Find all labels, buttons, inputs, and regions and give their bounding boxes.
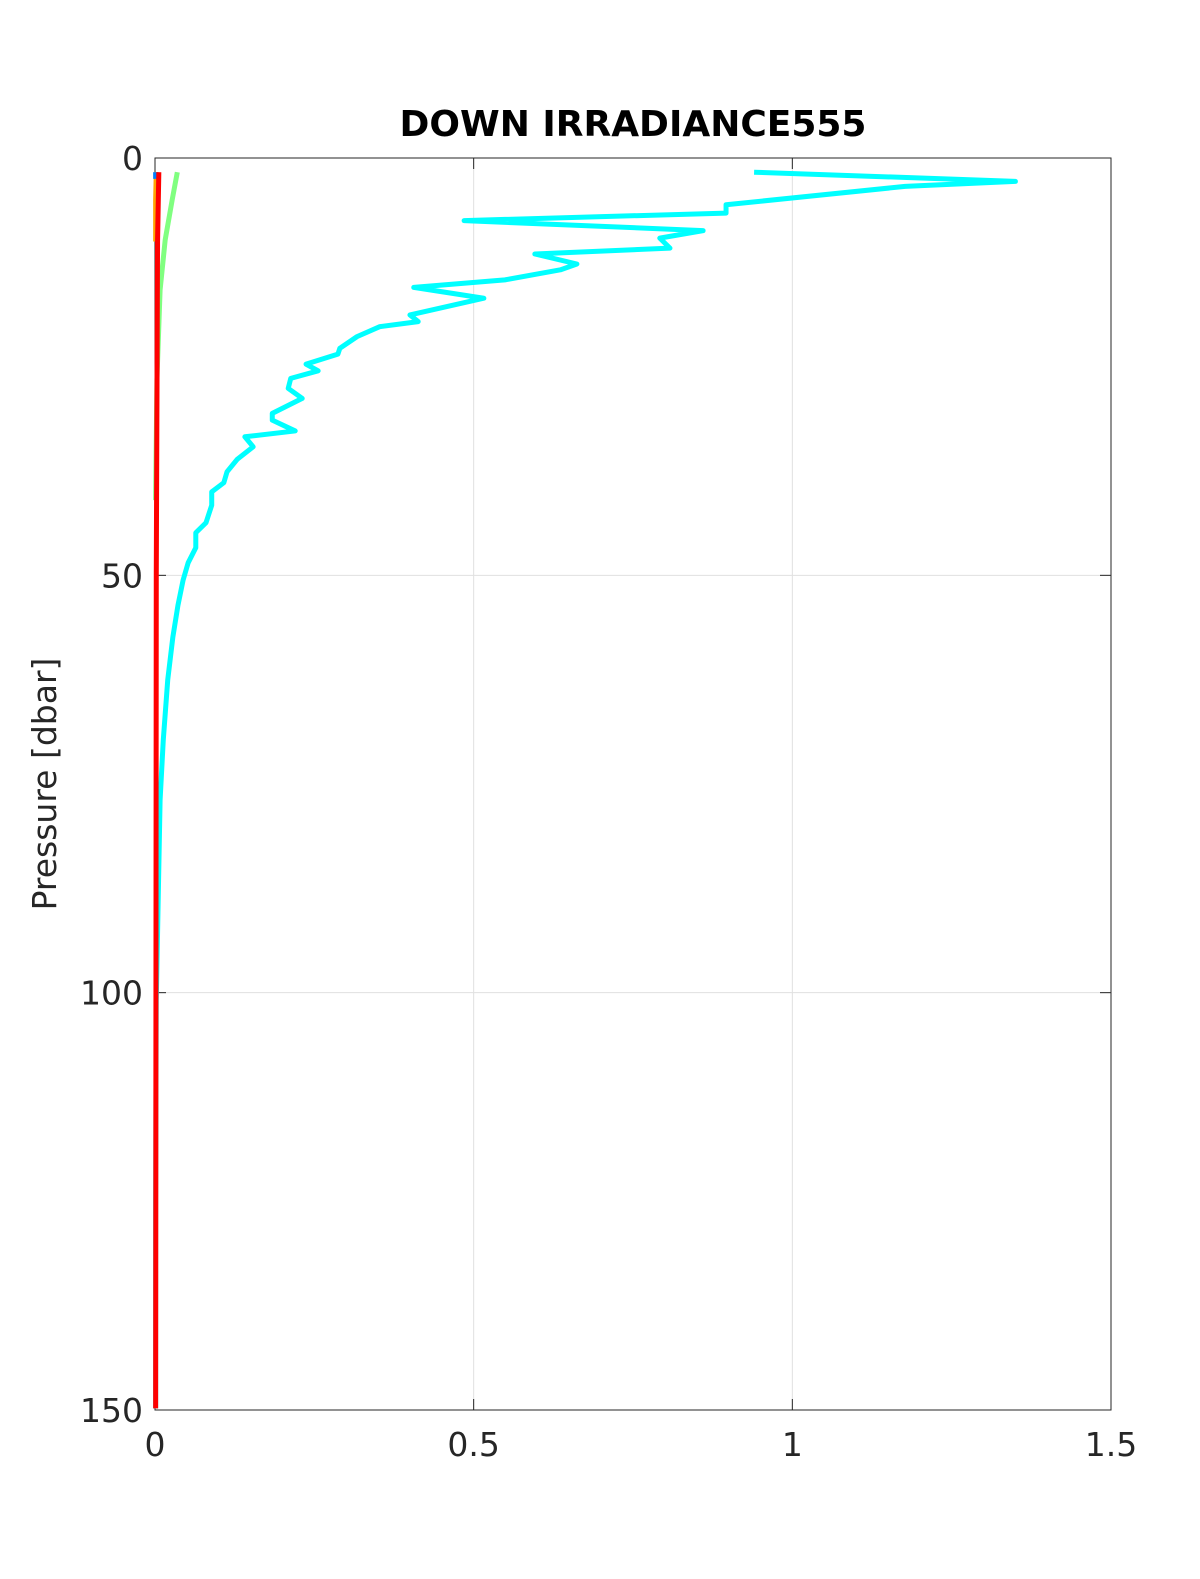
- x-tick-label: 0: [145, 1425, 166, 1464]
- y-tick-label: 50: [101, 556, 143, 595]
- y-tick-label: 0: [122, 139, 143, 178]
- data-line: [153, 172, 162, 1409]
- y-axis-label: Pressure [dbar]: [25, 658, 64, 911]
- x-tick-label: 1.5: [1085, 1425, 1137, 1464]
- chart-title: DOWN IRRADIANCE555: [400, 104, 867, 145]
- x-tick-label: 1: [782, 1425, 803, 1464]
- y-tick-label: 150: [80, 1391, 143, 1430]
- x-tick-label: 0.5: [447, 1425, 499, 1464]
- data-line: [153, 169, 1018, 1409]
- y-tick-label: 100: [80, 974, 143, 1013]
